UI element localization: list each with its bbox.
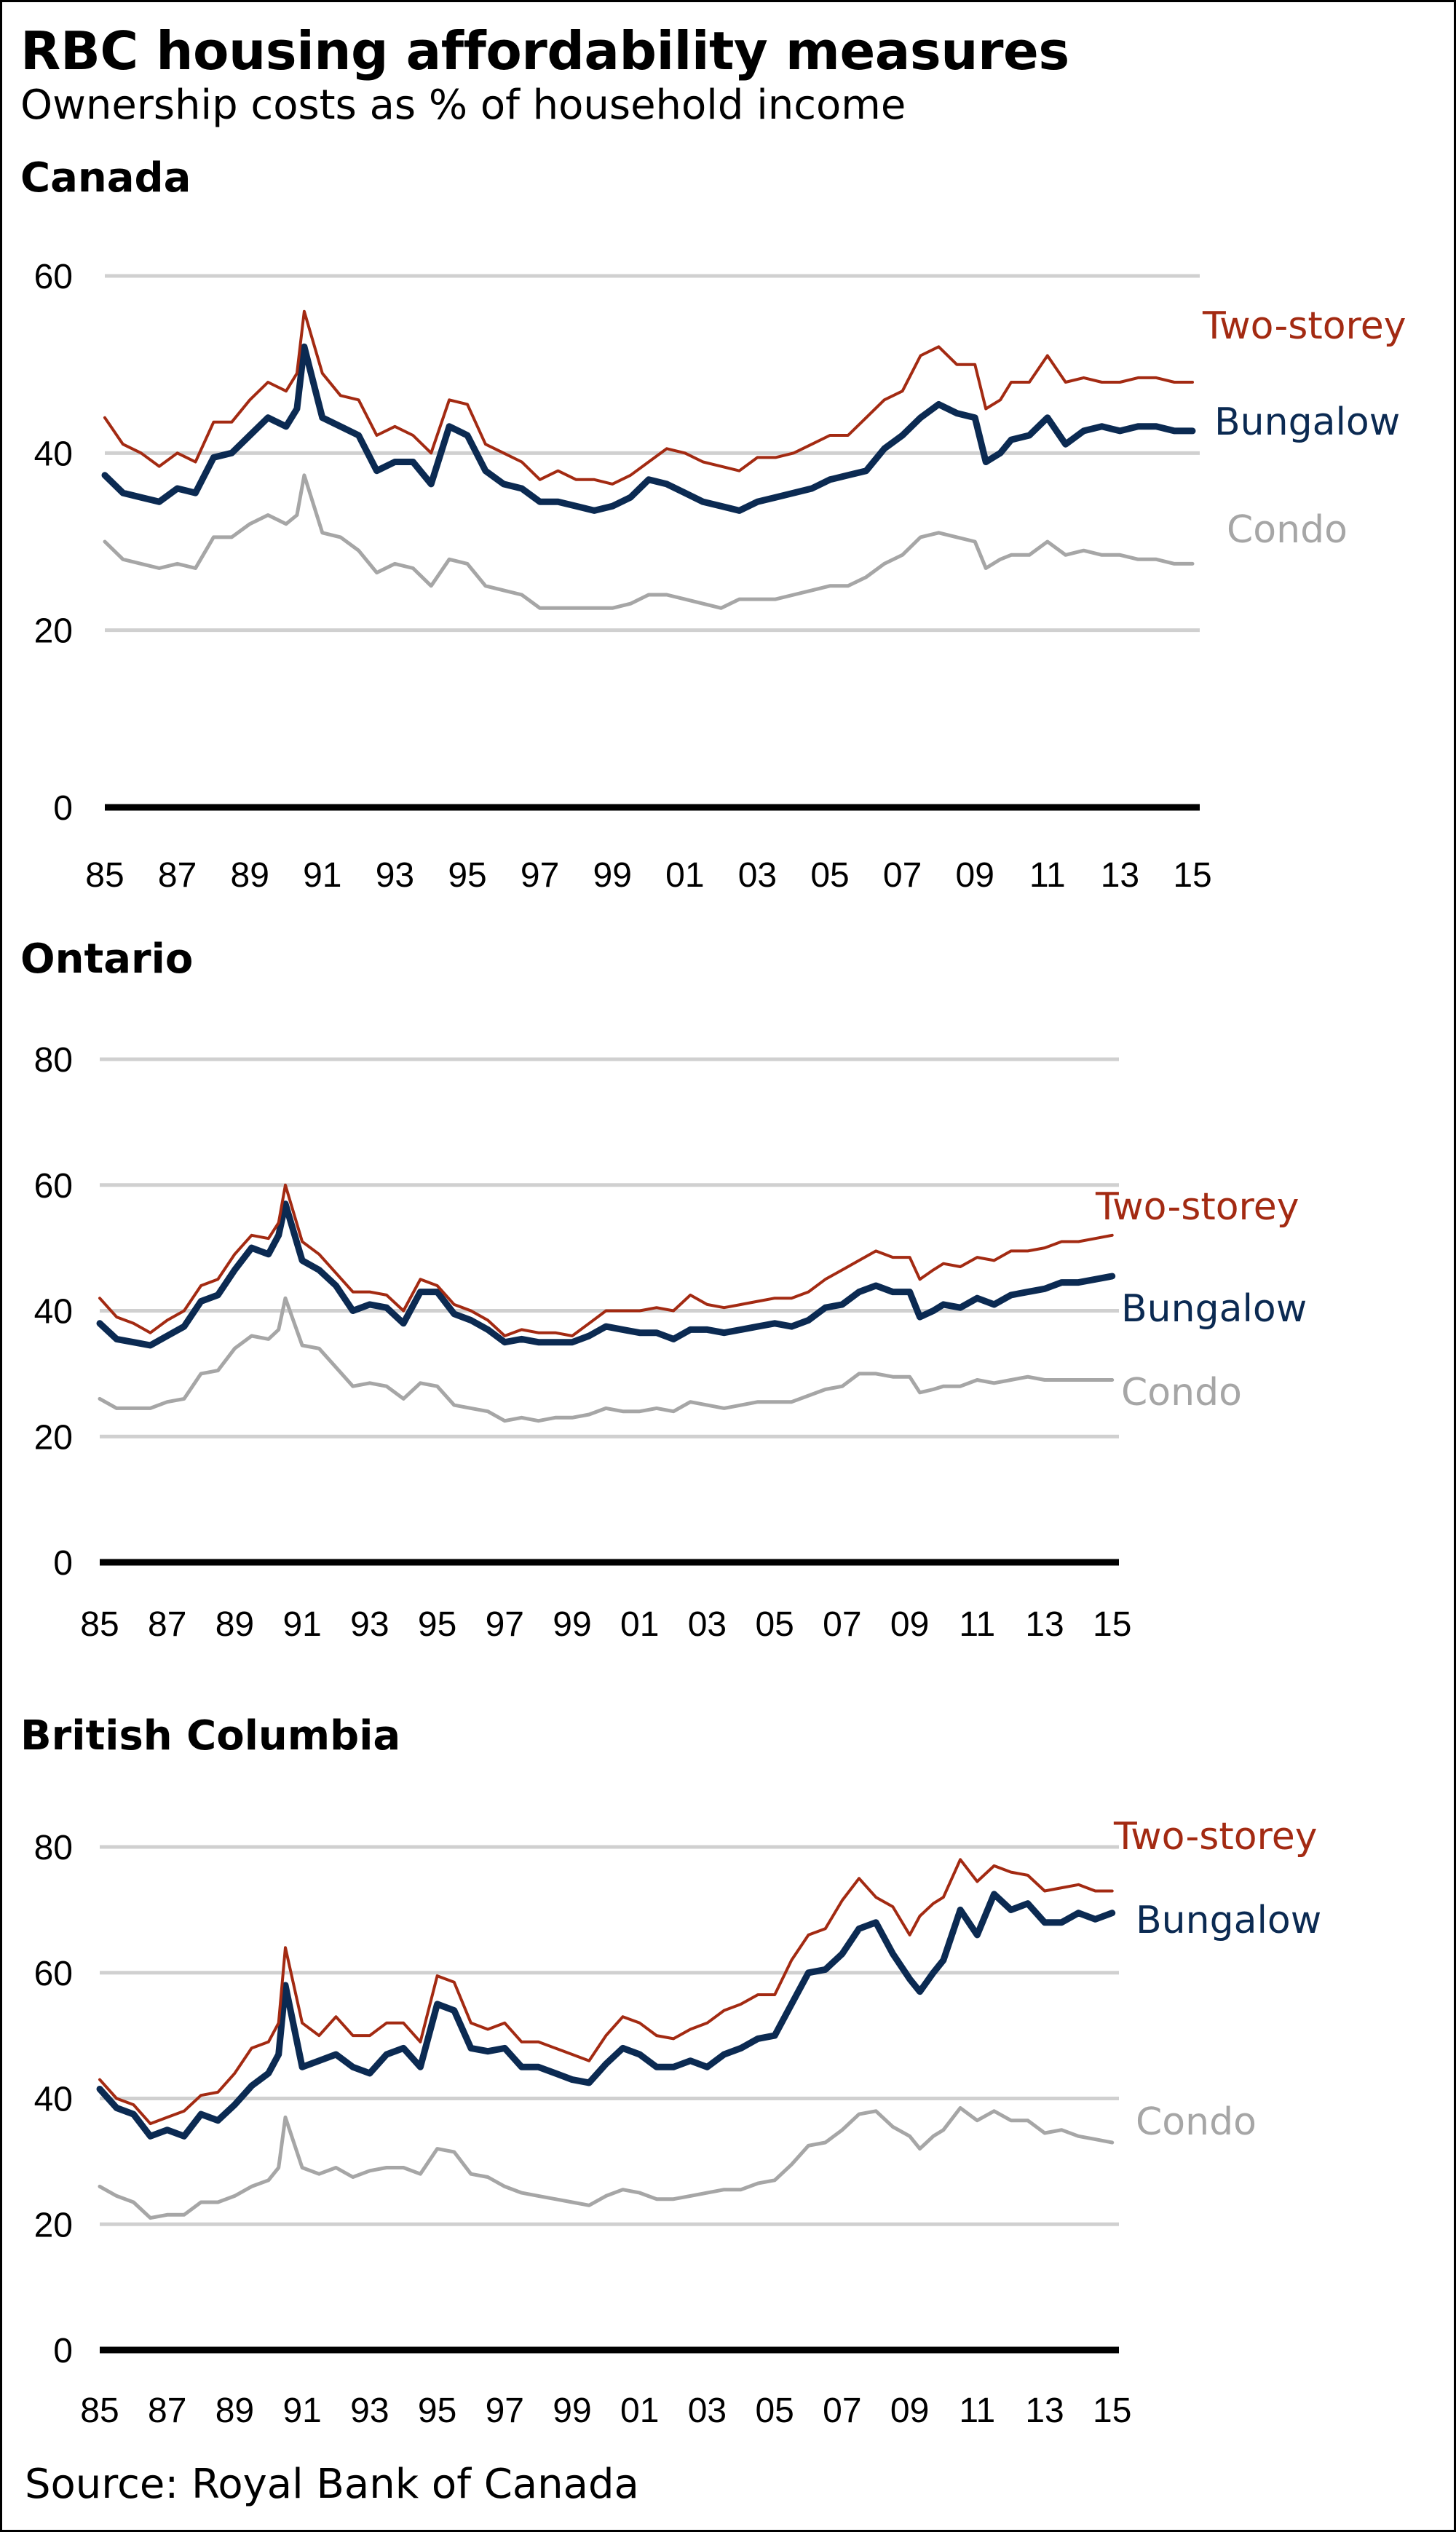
series-line-condo <box>98 2106 1115 2220</box>
x-tick-label: 91 <box>282 2391 321 2430</box>
x-tick-label: 11 <box>1029 856 1066 895</box>
series-label-bungalow: Bungalow <box>1121 1287 1307 1331</box>
x-tick-label: 01 <box>620 2391 659 2430</box>
page-title: RBC housing affordability measures <box>20 20 1069 82</box>
x-tick-label: 15 <box>1173 856 1211 895</box>
chart-panel-canada: 0 20 40 60 85 87 89 91 93 95 97 99 01 03 05 07 09 11 13 15 T… <box>34 258 1406 895</box>
x-tick-label: 85 <box>85 856 124 895</box>
x-tick-label: 05 <box>755 2391 794 2430</box>
series-line-two-storey <box>98 1183 1114 1337</box>
x-tick-label: 15 <box>1093 1605 1131 1644</box>
x-tick-label: 89 <box>231 856 269 895</box>
x-tick-label: 09 <box>956 856 994 895</box>
x-tick-label: 91 <box>282 1605 321 1644</box>
x-tick-label: 87 <box>158 856 197 895</box>
series-line-bungalow <box>96 1200 1116 1349</box>
x-tick-label: 87 <box>148 1605 186 1644</box>
x-tick-label: 91 <box>303 856 341 895</box>
x-tick-label: 09 <box>890 2391 929 2430</box>
series-label-bungalow: Bungalow <box>1136 1899 1321 1942</box>
y-tick-label: 20 <box>34 2206 73 2244</box>
y-tick-label: 60 <box>34 1955 73 1993</box>
x-tick-label: 03 <box>688 1605 727 1644</box>
x-tick-label: 99 <box>593 856 632 895</box>
x-tick-label: 93 <box>376 856 414 895</box>
x-tick-label: 85 <box>80 2391 119 2430</box>
x-tick-label: 07 <box>883 856 922 895</box>
y-tick-label: 20 <box>34 1418 73 1457</box>
panel-title-ontario: Ontario <box>20 935 194 983</box>
y-tick-label: 20 <box>34 612 73 651</box>
x-tick-label: 05 <box>755 1605 794 1644</box>
y-tick-label: 0 <box>53 1544 73 1583</box>
x-tick-label: 95 <box>448 856 486 895</box>
x-tick-label: 97 <box>486 2391 524 2430</box>
x-tick-label: 15 <box>1093 2391 1131 2430</box>
series-line-two-storey <box>103 309 1194 486</box>
y-tick-label: 40 <box>34 435 73 473</box>
x-tick-label: 07 <box>823 1605 861 1644</box>
x-tick-label: 03 <box>738 856 777 895</box>
y-tick-label: 60 <box>34 1167 73 1206</box>
x-tick-label: 07 <box>823 2391 861 2430</box>
x-tick-label: 01 <box>665 856 704 895</box>
x-tick-label: 89 <box>215 2391 254 2430</box>
x-tick-label: 09 <box>890 1605 929 1644</box>
x-tick-label: 93 <box>350 2391 389 2430</box>
x-tick-label: 97 <box>486 1605 524 1644</box>
series-line-bungalow <box>101 343 1196 514</box>
x-tick-label: 97 <box>521 856 559 895</box>
source-note: Source: Royal Bank of Canada <box>25 2461 639 2508</box>
y-tick-label: 0 <box>53 789 73 828</box>
page-subtitle: Ownership costs as % of household income <box>20 82 906 129</box>
series-line-two-storey <box>98 1858 1114 2126</box>
y-tick-label: 60 <box>34 258 73 296</box>
x-tick-label: 11 <box>959 2391 995 2430</box>
x-tick-label: 95 <box>418 1605 456 1644</box>
x-tick-label: 03 <box>688 2391 727 2430</box>
x-tick-label: 05 <box>810 856 849 895</box>
series-label-two-storey: Two-storey <box>1095 1185 1299 1229</box>
y-tick-label: 80 <box>34 1041 73 1080</box>
series-label-bungalow: Bungalow <box>1214 400 1400 444</box>
x-tick-label: 89 <box>215 1605 254 1644</box>
series-label-two-storey: Two-storey <box>1113 1815 1318 1859</box>
series-label-condo: Condo <box>1227 508 1348 552</box>
x-tick-label: 99 <box>553 2391 591 2430</box>
series-line-condo <box>98 1296 1115 1423</box>
series-line-bungalow <box>96 1891 1116 2140</box>
x-tick-label: 95 <box>418 2391 456 2430</box>
series-label-condo: Condo <box>1121 1371 1242 1415</box>
x-tick-label: 13 <box>1025 2391 1064 2430</box>
x-tick-label: 93 <box>350 1605 389 1644</box>
x-tick-label: 11 <box>959 1605 995 1644</box>
y-tick-label: 40 <box>34 2081 73 2119</box>
x-tick-label: 85 <box>80 1605 119 1644</box>
x-tick-label: 99 <box>553 1605 591 1644</box>
x-tick-label: 13 <box>1025 1605 1064 1644</box>
x-tick-label: 01 <box>620 1605 659 1644</box>
y-tick-label: 0 <box>53 2332 73 2370</box>
series-line-condo <box>103 473 1195 610</box>
x-tick-label: 13 <box>1101 856 1139 895</box>
chart-panel-ontario: 0 20 40 60 80 85 87 89 91 93 95 97 99 01 03 05 07 09 11 13 1… <box>34 1041 1307 1644</box>
series-label-condo: Condo <box>1136 2100 1257 2144</box>
panel-title-bc: British Columbia <box>20 1712 401 1760</box>
y-tick-label: 80 <box>34 1829 73 1867</box>
y-tick-label: 40 <box>34 1293 73 1332</box>
x-tick-label: 87 <box>148 2391 186 2430</box>
chart-panel-bc: 0 20 40 60 80 85 87 89 91 93 95 97 99 01 03 05 07 09 11 13 1… <box>34 1815 1322 2430</box>
series-label-two-storey: Two-storey <box>1202 304 1406 348</box>
panel-title-canada: Canada <box>20 154 191 202</box>
